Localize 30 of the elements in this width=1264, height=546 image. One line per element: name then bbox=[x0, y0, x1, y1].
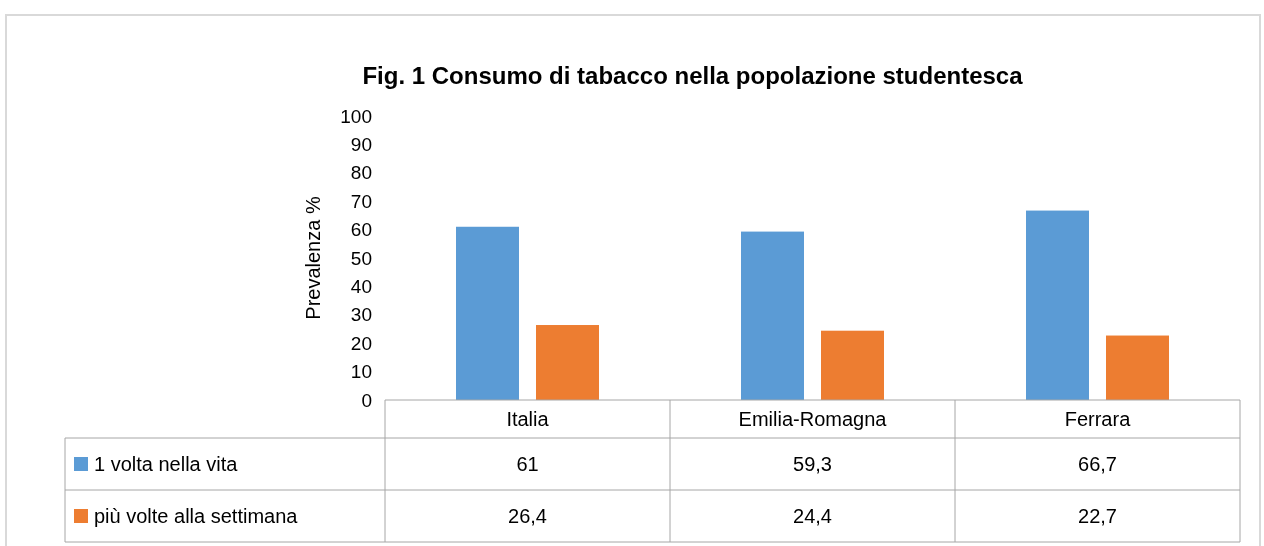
y-tick-label: 50 bbox=[350, 247, 372, 269]
data-label: 61 bbox=[516, 453, 539, 475]
x-tick-label: Ferrara bbox=[1064, 408, 1132, 430]
bar bbox=[456, 226, 519, 400]
y-tick-label: 30 bbox=[350, 304, 372, 326]
y-tick-label: 20 bbox=[350, 332, 372, 354]
data-label: 66,7 bbox=[1078, 453, 1117, 475]
bar bbox=[1106, 335, 1169, 400]
y-axis-title: Prevalenza % bbox=[302, 196, 324, 320]
data-label: 22,7 bbox=[1078, 505, 1117, 527]
data-label: 59,3 bbox=[793, 453, 832, 475]
y-tick-label: 70 bbox=[350, 190, 372, 212]
y-tick-label: 80 bbox=[350, 162, 372, 184]
data-label: 26,4 bbox=[508, 505, 547, 527]
x-tick-label: Emilia-Romagna bbox=[738, 408, 888, 430]
chart-title: Fig. 1 Consumo di tabacco nella popolazione studentesca bbox=[362, 62, 1024, 89]
legend-label: più volte alla settimana bbox=[94, 505, 299, 527]
y-tick-label: 10 bbox=[350, 361, 372, 383]
y-tick-label: 100 bbox=[340, 105, 372, 127]
data-label: 24,4 bbox=[793, 505, 832, 527]
y-tick-label: 90 bbox=[350, 134, 372, 156]
x-tick-label: Italia bbox=[506, 408, 550, 430]
y-tick-label: 60 bbox=[350, 219, 372, 241]
y-tick-label: 0 bbox=[361, 389, 372, 411]
y-tick-label: 40 bbox=[350, 276, 372, 298]
bar bbox=[741, 231, 804, 400]
bar bbox=[536, 325, 599, 400]
bar bbox=[821, 330, 884, 400]
legend-label: 1 volta nella vita bbox=[94, 453, 239, 475]
bar bbox=[1026, 210, 1089, 400]
